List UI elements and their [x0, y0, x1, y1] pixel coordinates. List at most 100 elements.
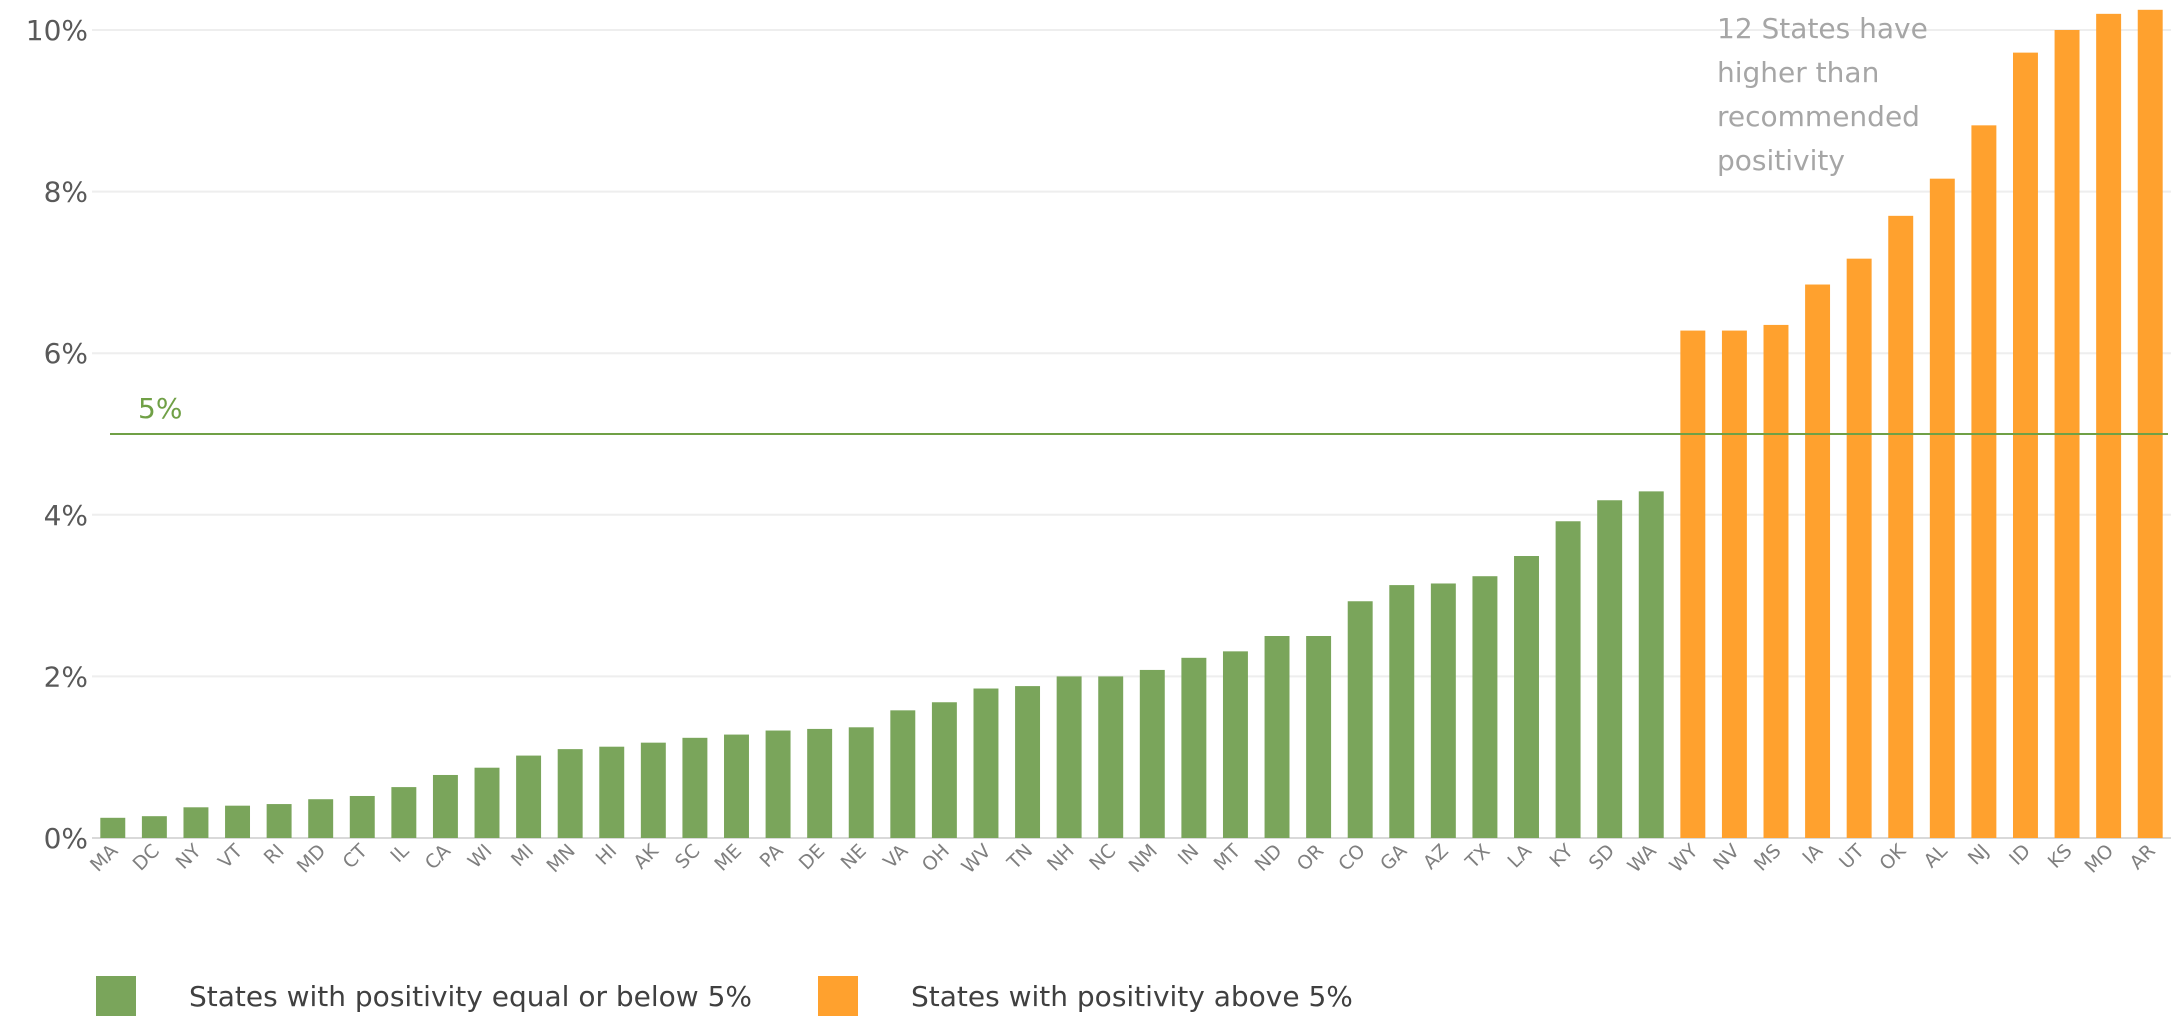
x-tick-label: OH [918, 840, 954, 876]
bar [1472, 576, 1498, 838]
x-tick-label: WY [1665, 840, 1702, 877]
bar [1181, 657, 1207, 838]
x-tick-label: KY [1546, 840, 1578, 872]
bar [931, 702, 957, 838]
x-tick-label: DE [795, 840, 829, 874]
annotation-text: 12 States have higher than recommended posi… [1717, 12, 1928, 177]
legend-item-below-threshold: States with positivity equal or below 5% [96, 976, 752, 1016]
legend-label-above-threshold: States with positivity above 5% [911, 979, 1353, 1013]
x-tick-label: WV [957, 840, 995, 878]
bar [1098, 676, 1124, 838]
bar [1971, 125, 1997, 839]
y-tick-label: 6% [44, 337, 88, 370]
x-tick-label: ND [1251, 840, 1287, 876]
annotation-line: higher than [1717, 56, 1879, 89]
bar [1264, 636, 1290, 838]
bar [557, 749, 583, 838]
x-tick-label: MS [1750, 840, 1786, 876]
x-tick-label: MI [507, 840, 538, 871]
bar [1139, 669, 1165, 838]
y-tick-label: 8% [44, 176, 88, 209]
x-tick-label: GA [1376, 840, 1411, 875]
bar [640, 742, 666, 838]
x-tick-label: LA [1503, 840, 1536, 873]
x-tick-label: NJ [1964, 840, 1994, 870]
bar [599, 746, 625, 838]
bar [724, 734, 749, 838]
annotation-line: positivity [1717, 144, 1845, 177]
x-tick-label: MD [293, 840, 330, 877]
bar [183, 807, 209, 838]
bar [848, 727, 874, 838]
bar [1347, 601, 1373, 838]
x-tick-label: CO [1334, 840, 1370, 876]
x-tick-label: NV [1709, 840, 1744, 875]
legend-swatch-green [96, 976, 136, 1016]
bar [807, 728, 833, 838]
bar [1680, 330, 1706, 838]
bar [349, 795, 375, 838]
bar [141, 816, 167, 838]
bar [1056, 676, 1082, 838]
x-tick-label: DC [129, 840, 164, 875]
bar [1846, 258, 1872, 838]
bar [890, 710, 916, 838]
x-tick-label: WI [464, 840, 497, 873]
bar [474, 767, 500, 838]
x-tick-label: AR [2126, 840, 2160, 874]
x-tick-label: CT [339, 840, 372, 873]
x-tick-label: KS [2044, 840, 2077, 873]
x-tick-label: OK [1875, 840, 1910, 875]
x-tick-label: IA [1798, 840, 1827, 869]
bar [432, 774, 458, 838]
x-tick-label: WA [1623, 840, 1660, 877]
annotation-line: 12 States have [1717, 12, 1928, 45]
threshold-label: 5% [138, 392, 182, 425]
x-tick-label: CA [421, 840, 455, 874]
x-tick-label: NH [1043, 840, 1079, 876]
x-tick-label: AZ [1419, 840, 1453, 874]
bar [516, 755, 542, 838]
bar [1763, 324, 1789, 838]
x-tick-label: MN [543, 840, 580, 877]
bars [100, 9, 2163, 839]
legend-label-below-threshold: States with positivity equal or below 5% [189, 979, 752, 1013]
x-tick-label: NM [1125, 840, 1162, 877]
bar [1805, 284, 1831, 838]
bar [266, 804, 292, 838]
x-tick-label: OR [1293, 840, 1328, 875]
x-tick-label: HI [592, 840, 622, 870]
x-tick-label: MA [86, 840, 122, 876]
x-tick-label: MT [1210, 840, 1246, 876]
x-tick-label: VA [879, 840, 912, 873]
x-tick-label: VT [214, 840, 247, 873]
x-tick-label: TX [1461, 840, 1495, 874]
x-axis-category-labels: MA DC NY VT RI MD CT IL CA WI MI MN HI AK SC ME PA DE NE VA… [86, 840, 2160, 878]
y-axis-tick-labels: 0% 2% 4% 6% 8% 10% [26, 14, 88, 855]
x-tick-label: PA [756, 840, 788, 872]
bar [682, 737, 708, 838]
x-tick-label: AK [629, 840, 663, 874]
bar [1015, 686, 1041, 838]
x-tick-label: SC [671, 840, 704, 873]
bar [1555, 521, 1581, 838]
x-tick-label: SD [1585, 840, 1619, 874]
x-tick-label: UT [1835, 840, 1869, 874]
bar [765, 730, 791, 838]
bar [308, 799, 334, 838]
bar [1638, 491, 1664, 838]
bar [1929, 178, 1955, 838]
annotation-line: recommended [1717, 100, 1920, 133]
bar [2012, 52, 2038, 838]
bar [1306, 636, 1332, 838]
x-tick-label: TN [1003, 840, 1038, 875]
bar [1222, 651, 1248, 838]
y-tick-label: 4% [44, 499, 88, 532]
x-tick-label: MO [2080, 840, 2118, 878]
x-tick-label: NC [1085, 840, 1120, 875]
legend-swatch-orange [818, 976, 858, 1016]
y-tick-label: 2% [44, 660, 88, 693]
bar [1721, 330, 1747, 838]
x-tick-label: AL [1920, 840, 1953, 873]
